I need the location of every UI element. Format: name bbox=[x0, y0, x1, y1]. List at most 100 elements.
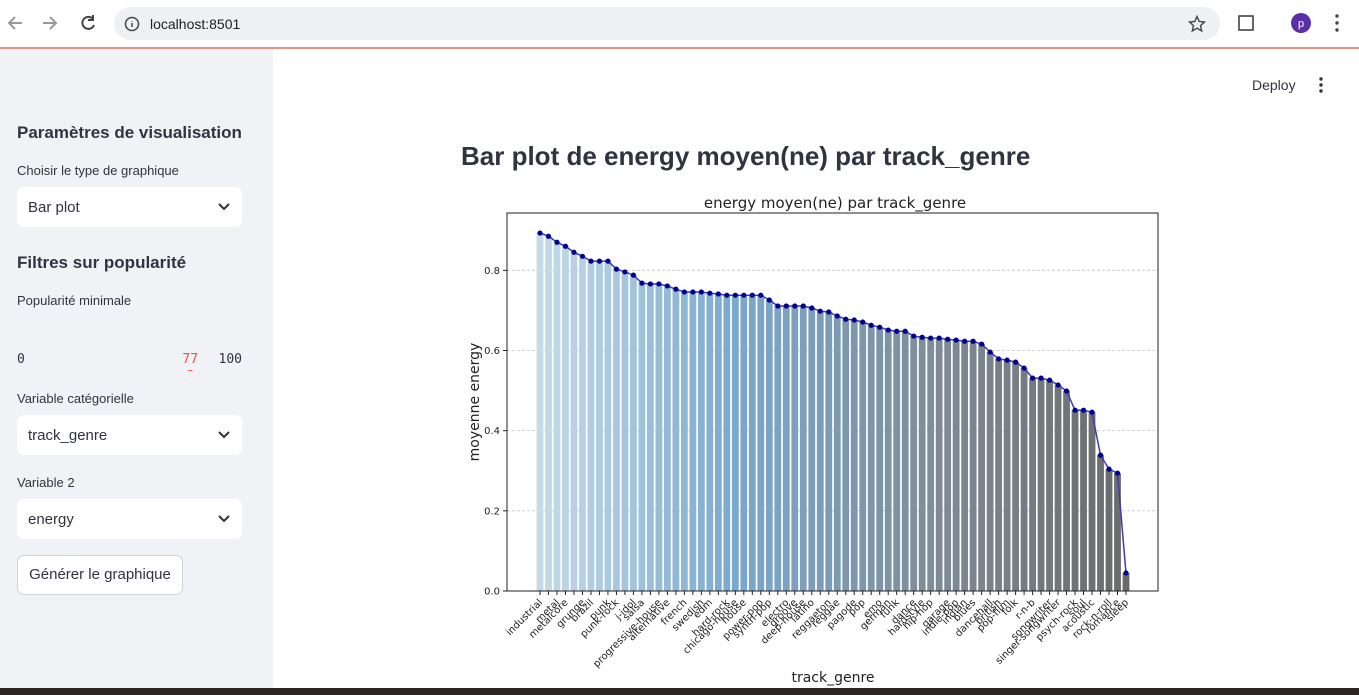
x-tick-label: hip-hop bbox=[901, 597, 936, 632]
marker bbox=[783, 303, 789, 309]
page-heading: Bar plot de energy moyen(ne) par track_g… bbox=[461, 141, 1031, 171]
marker bbox=[681, 289, 687, 295]
bar bbox=[969, 341, 977, 591]
bar bbox=[1046, 380, 1053, 591]
marker bbox=[758, 292, 764, 298]
marker bbox=[630, 272, 637, 278]
y-axis-label: moyenne energy bbox=[467, 343, 483, 462]
marker bbox=[970, 338, 976, 344]
bar bbox=[859, 322, 867, 591]
bar bbox=[731, 295, 739, 591]
marker bbox=[562, 243, 569, 249]
x-tick-label: deep-house bbox=[759, 597, 808, 646]
marker bbox=[571, 249, 577, 255]
x-tick-label: blues bbox=[952, 597, 979, 624]
deploy-button[interactable]: Deploy bbox=[1252, 77, 1296, 93]
bar bbox=[1037, 378, 1045, 591]
cat-select[interactable]: track_genre bbox=[17, 415, 242, 455]
x-tick-label: metalcore bbox=[527, 597, 570, 640]
marker bbox=[919, 334, 925, 340]
x-tick-label: swedish bbox=[670, 597, 706, 633]
bar bbox=[663, 285, 671, 591]
address-bar[interactable]: localhost:8501 bbox=[114, 7, 1220, 40]
marker bbox=[894, 328, 900, 334]
plot-frame bbox=[506, 212, 1159, 592]
x-tick-label: pagode bbox=[825, 597, 859, 631]
bar bbox=[1012, 362, 1019, 591]
var2-select[interactable]: energy bbox=[17, 499, 242, 539]
bar bbox=[1071, 410, 1079, 591]
x-tick-label: german bbox=[858, 597, 893, 632]
marker bbox=[979, 341, 985, 347]
marker bbox=[775, 303, 781, 309]
bar bbox=[986, 352, 994, 591]
bar bbox=[850, 320, 858, 591]
bar bbox=[638, 283, 646, 591]
sidebar-heading: Paramètres de visualisation bbox=[17, 123, 242, 142]
select-value: energy bbox=[28, 511, 74, 528]
bar bbox=[545, 236, 552, 591]
marker bbox=[1029, 375, 1036, 381]
bar bbox=[621, 271, 629, 591]
x-tick-label: synth-pop bbox=[731, 597, 774, 640]
bar bbox=[867, 325, 875, 591]
bar bbox=[630, 275, 637, 591]
nav-icons[interactable] bbox=[0, 0, 110, 47]
marker bbox=[860, 319, 866, 325]
marker bbox=[1063, 388, 1070, 394]
x-tick-label: grunge bbox=[555, 597, 588, 630]
sidebar-heading: Filtres sur popularité bbox=[17, 253, 187, 272]
marker bbox=[1012, 359, 1019, 365]
x-tick-label: sleep bbox=[1105, 597, 1132, 624]
marker bbox=[1021, 365, 1027, 371]
x-tick-label: pop-film bbox=[975, 597, 1012, 634]
chart-type-select[interactable]: Bar plot bbox=[17, 187, 242, 227]
bar bbox=[995, 358, 1003, 591]
bar bbox=[825, 312, 833, 591]
marker bbox=[1072, 407, 1078, 413]
x-tick-label: brazil bbox=[569, 597, 596, 624]
bar bbox=[596, 261, 603, 591]
x-tick-label: rock-n-roll bbox=[1071, 597, 1114, 640]
slider-min: 0 bbox=[17, 352, 25, 367]
marker bbox=[715, 291, 721, 297]
slider-value: 77 bbox=[182, 352, 198, 367]
marker bbox=[1080, 407, 1087, 413]
marker bbox=[588, 258, 594, 264]
marker bbox=[724, 292, 730, 298]
bar bbox=[579, 256, 586, 591]
x-tick-label: groove bbox=[768, 597, 800, 629]
field-label: Variable 2 bbox=[17, 475, 75, 490]
generate-button[interactable]: Générer le graphique bbox=[17, 555, 183, 595]
bar bbox=[1097, 455, 1104, 591]
marker bbox=[647, 281, 654, 287]
marker bbox=[1055, 382, 1061, 388]
x-tick-label: r-n-b bbox=[1013, 597, 1037, 621]
slider[interactable]: 77 bbox=[10, 311, 250, 371]
sidebar: Paramètres de visualisation Choisir le t… bbox=[0, 49, 273, 688]
bar bbox=[562, 246, 569, 591]
menu-icon[interactable] bbox=[1318, 76, 1324, 94]
bar bbox=[570, 252, 578, 591]
marker bbox=[877, 324, 883, 330]
marker bbox=[996, 356, 1002, 362]
bar bbox=[961, 341, 969, 591]
x-tick-label: hard-rock bbox=[690, 597, 732, 639]
marker bbox=[613, 266, 620, 272]
x-tick-label: power-pop bbox=[721, 597, 766, 642]
bar bbox=[833, 316, 841, 591]
marker bbox=[741, 292, 747, 298]
bar bbox=[604, 261, 612, 591]
bar bbox=[706, 293, 714, 591]
browser-actions[interactable]: p bbox=[1236, 0, 1356, 47]
bar bbox=[876, 327, 884, 591]
bar bbox=[1080, 410, 1087, 591]
marker bbox=[851, 317, 857, 323]
marker bbox=[673, 286, 679, 292]
x-tick-label: punk bbox=[588, 597, 613, 622]
bar bbox=[952, 340, 960, 591]
y-tick-label: 0.6 bbox=[484, 346, 500, 357]
x-tick-label: singer-songwriter bbox=[994, 597, 1064, 667]
x-tick-label: edm bbox=[691, 597, 715, 621]
x-tick-label: j-idol bbox=[613, 597, 639, 623]
